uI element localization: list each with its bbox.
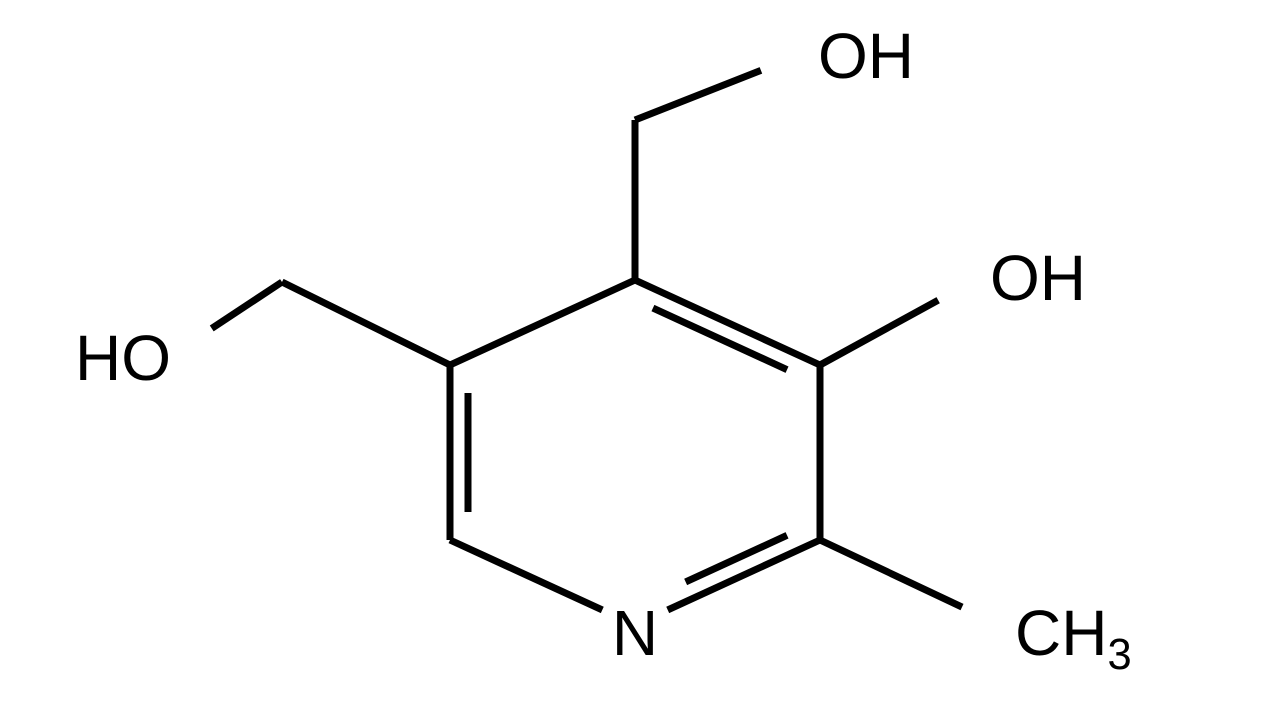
label-oh_mid: OH [990,242,1086,314]
atom-labels: N OH OH HO CH3 [75,20,1132,679]
label-oh_top: OH [818,20,914,92]
molecule-diagram: N OH OH HO CH3 [0,0,1270,715]
label-n: N [612,597,658,669]
bonds [212,70,962,610]
label-ch3: CH3 [1015,597,1132,679]
label-ho_left: HO [75,322,171,394]
